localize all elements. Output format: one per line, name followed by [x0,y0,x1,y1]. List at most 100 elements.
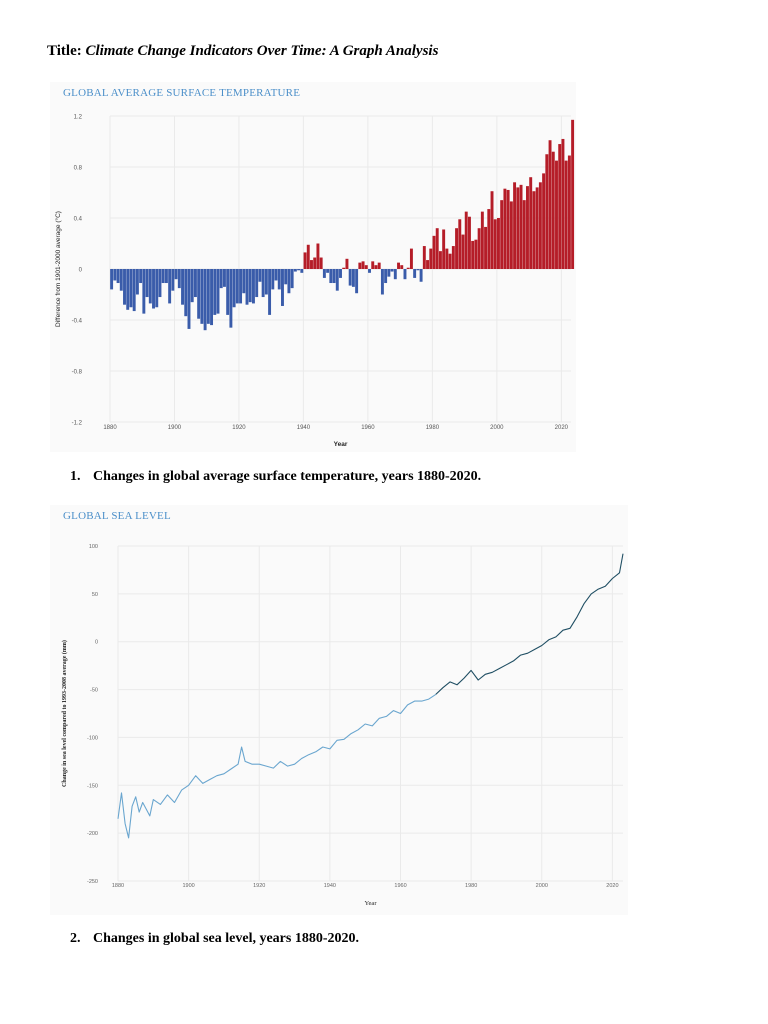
x-tick-label: 1980 [465,883,477,889]
temperature-bar [474,239,478,269]
temperature-chart: 1.2 0.8 0.4 0 -0.4 -0.8 -1.2 1880 1900 1920 1940 19… [54,115,575,448]
temperature-bar [306,244,310,269]
x-axis-label: Year [365,900,378,907]
temperature-bar [129,269,133,308]
temperature-bar [435,228,439,269]
temperature-bar [132,269,136,312]
temperature-bar [509,201,513,269]
title-prefix: Title: [47,43,82,59]
caption-1-text: Changes in global average surface temper… [93,469,482,484]
temperature-bar [484,226,488,269]
temperature-bar [464,211,468,269]
temperature-bar [332,269,336,284]
temperature-bar [110,269,114,290]
temperature-bar [538,182,542,269]
temperature-bar [542,173,546,269]
sea-level-line [435,553,624,695]
temperature-bar [555,160,558,269]
figure-1-caption: 1. Changes in global average surface temp… [70,469,481,485]
temperature-bar [245,269,249,305]
temperature-bar [206,269,210,324]
temperature-bar [461,234,465,269]
temperature-bar [561,138,565,269]
temperature-bar [310,260,313,269]
y-axis-label: Difference from 1901-2000 average (°C) [54,211,62,327]
temperature-bar [477,228,481,269]
temperature-bar [119,269,123,291]
temperature-bar [413,269,417,278]
y-tick-label: 50 [92,592,98,598]
y-tick-label: 0.4 [74,217,83,223]
y-tick-label: 0 [79,268,83,274]
temperature-bar [500,200,504,269]
temperature-bar [145,269,149,298]
y-tick-label: -1.2 [72,421,83,427]
temperature-bar [193,269,197,298]
temperature-bar [348,269,352,286]
x-tick-label: 1960 [394,883,406,889]
temperature-bar [239,269,243,304]
temperature-bar [526,186,529,269]
temperature-bar [448,253,452,269]
temperature-bar [126,269,130,310]
temperature-bar [316,243,320,269]
temperature-bar [171,269,175,291]
temperature-bar [210,269,214,326]
sea-level-chart-heading: GLOBAL SEA LEVEL [63,510,171,522]
temperature-bar [187,269,191,329]
temperature-bar [361,261,365,269]
temperature-bar [393,269,397,280]
temperature-bar [335,269,339,291]
sea-level-line [117,693,437,839]
temperature-bar [284,269,288,285]
temperature-bar [235,269,239,304]
sea-level-chart: 100 50 0 -50 -100 -150 -200 -250 1880 1900 1920 194… [61,544,624,907]
temperature-bar [480,211,484,269]
temperature-bar [313,257,317,269]
temperature-bar [397,262,400,269]
temperature-bar [116,269,120,284]
temperature-bar [261,269,265,298]
temperature-bar [161,269,165,284]
temperature-bar [455,228,459,269]
temperature-bar [377,262,381,269]
temperature-bar [390,269,394,272]
temperature-bar [203,269,207,331]
temperature-bar [400,265,404,269]
temperature-bar [177,269,181,289]
temperature-bar [567,155,571,269]
temperature-bar [164,269,168,284]
temperature-bar [368,269,371,273]
y-axis-label: Change in sea level compared to 1993-200… [61,640,68,787]
temperature-bar [216,269,220,314]
temperature-bar [548,140,552,269]
y-tick-label: 0.8 [74,166,83,172]
temperature-bar [168,269,172,304]
temperature-bar [287,269,291,294]
temperature-bar [564,160,568,269]
x-tick-label: 1920 [232,425,246,431]
temperature-bar [426,260,430,269]
temperature-bar [300,269,304,273]
x-tick-label: 1940 [324,883,336,889]
temperature-bar [255,269,259,298]
temperature-bar [458,219,462,269]
temperature-bar [384,269,388,284]
temperature-bar [248,269,252,303]
temperature-bar [200,269,204,324]
temperature-bar [155,269,159,308]
y-tick-label: -50 [90,688,98,694]
temperature-bar [319,257,323,269]
x-tick-label: 1960 [361,425,375,431]
temperature-bar [442,229,446,269]
temperature-bar [380,269,384,295]
temperature-figure: GLOBAL AVERAGE SURFACE TEMPERATURE 1.2 0.… [50,82,576,452]
temperature-bar [374,265,378,269]
y-tick-label: -150 [87,783,98,789]
x-tick-label: 1920 [253,883,265,889]
temperature-bar [339,269,342,278]
temperature-bar [281,269,284,306]
temperature-bar [271,269,275,290]
temperature-bar [516,187,520,269]
temperature-bar [213,269,217,315]
